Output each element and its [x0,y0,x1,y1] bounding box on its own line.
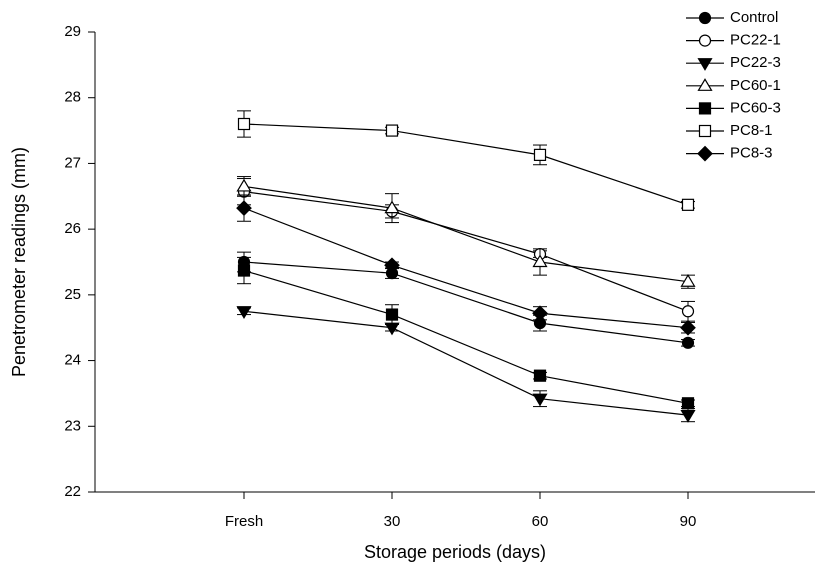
legend-label: Control [730,9,778,26]
marker [237,264,251,277]
series-line [243,123,689,206]
legend-label: PC8-1 [730,122,773,139]
legend-marker [698,102,712,115]
marker [533,369,547,382]
series-line [243,269,689,404]
y-tick-label: 28 [64,89,81,106]
marker [680,274,696,287]
marker [532,393,548,407]
legend-label: PC60-3 [730,99,781,116]
legend-marker [698,34,712,47]
marker [681,336,695,349]
marker [681,305,695,318]
y-tick-label: 27 [64,154,81,171]
legend-marker [698,11,712,25]
series-line [243,191,689,312]
series-line [243,310,689,416]
marker [236,178,252,192]
marker [680,319,696,336]
legend-label: PC60-1 [730,77,781,94]
legend-label: PC22-1 [730,32,781,49]
x-axis-title: Storage periods (days) [364,542,546,562]
x-tick-label: 30 [384,513,401,530]
series-line [243,185,689,283]
marker [532,305,548,322]
legend-marker [697,58,713,71]
marker [681,198,695,211]
y-tick-label: 26 [64,220,81,237]
marker [680,410,696,423]
y-axis-title: Penetrometer readings (mm) [9,147,29,377]
marker [681,397,695,410]
series-line [243,261,689,344]
marker [236,200,252,216]
marker [237,117,251,131]
marker [385,308,399,321]
y-tick-label: 25 [64,286,81,303]
y-tick-label: 24 [64,352,81,369]
marker [384,257,400,274]
y-tick-label: 22 [64,483,81,500]
legend-label: PC22-3 [730,54,781,71]
legend-label: PC8-3 [730,145,773,162]
x-tick-label: 60 [532,513,549,530]
legend-marker [697,78,713,91]
x-tick-label: Fresh [225,513,263,530]
x-tick-label: 90 [680,513,697,530]
y-tick-label: 23 [64,417,81,434]
marker [236,306,252,319]
series-line [243,207,689,329]
y-tick-label: 29 [64,23,81,40]
marker [533,148,547,161]
marker [385,124,399,137]
legend-marker [698,124,712,138]
marker [384,200,400,214]
marker [532,254,548,268]
legend-marker [697,145,713,162]
